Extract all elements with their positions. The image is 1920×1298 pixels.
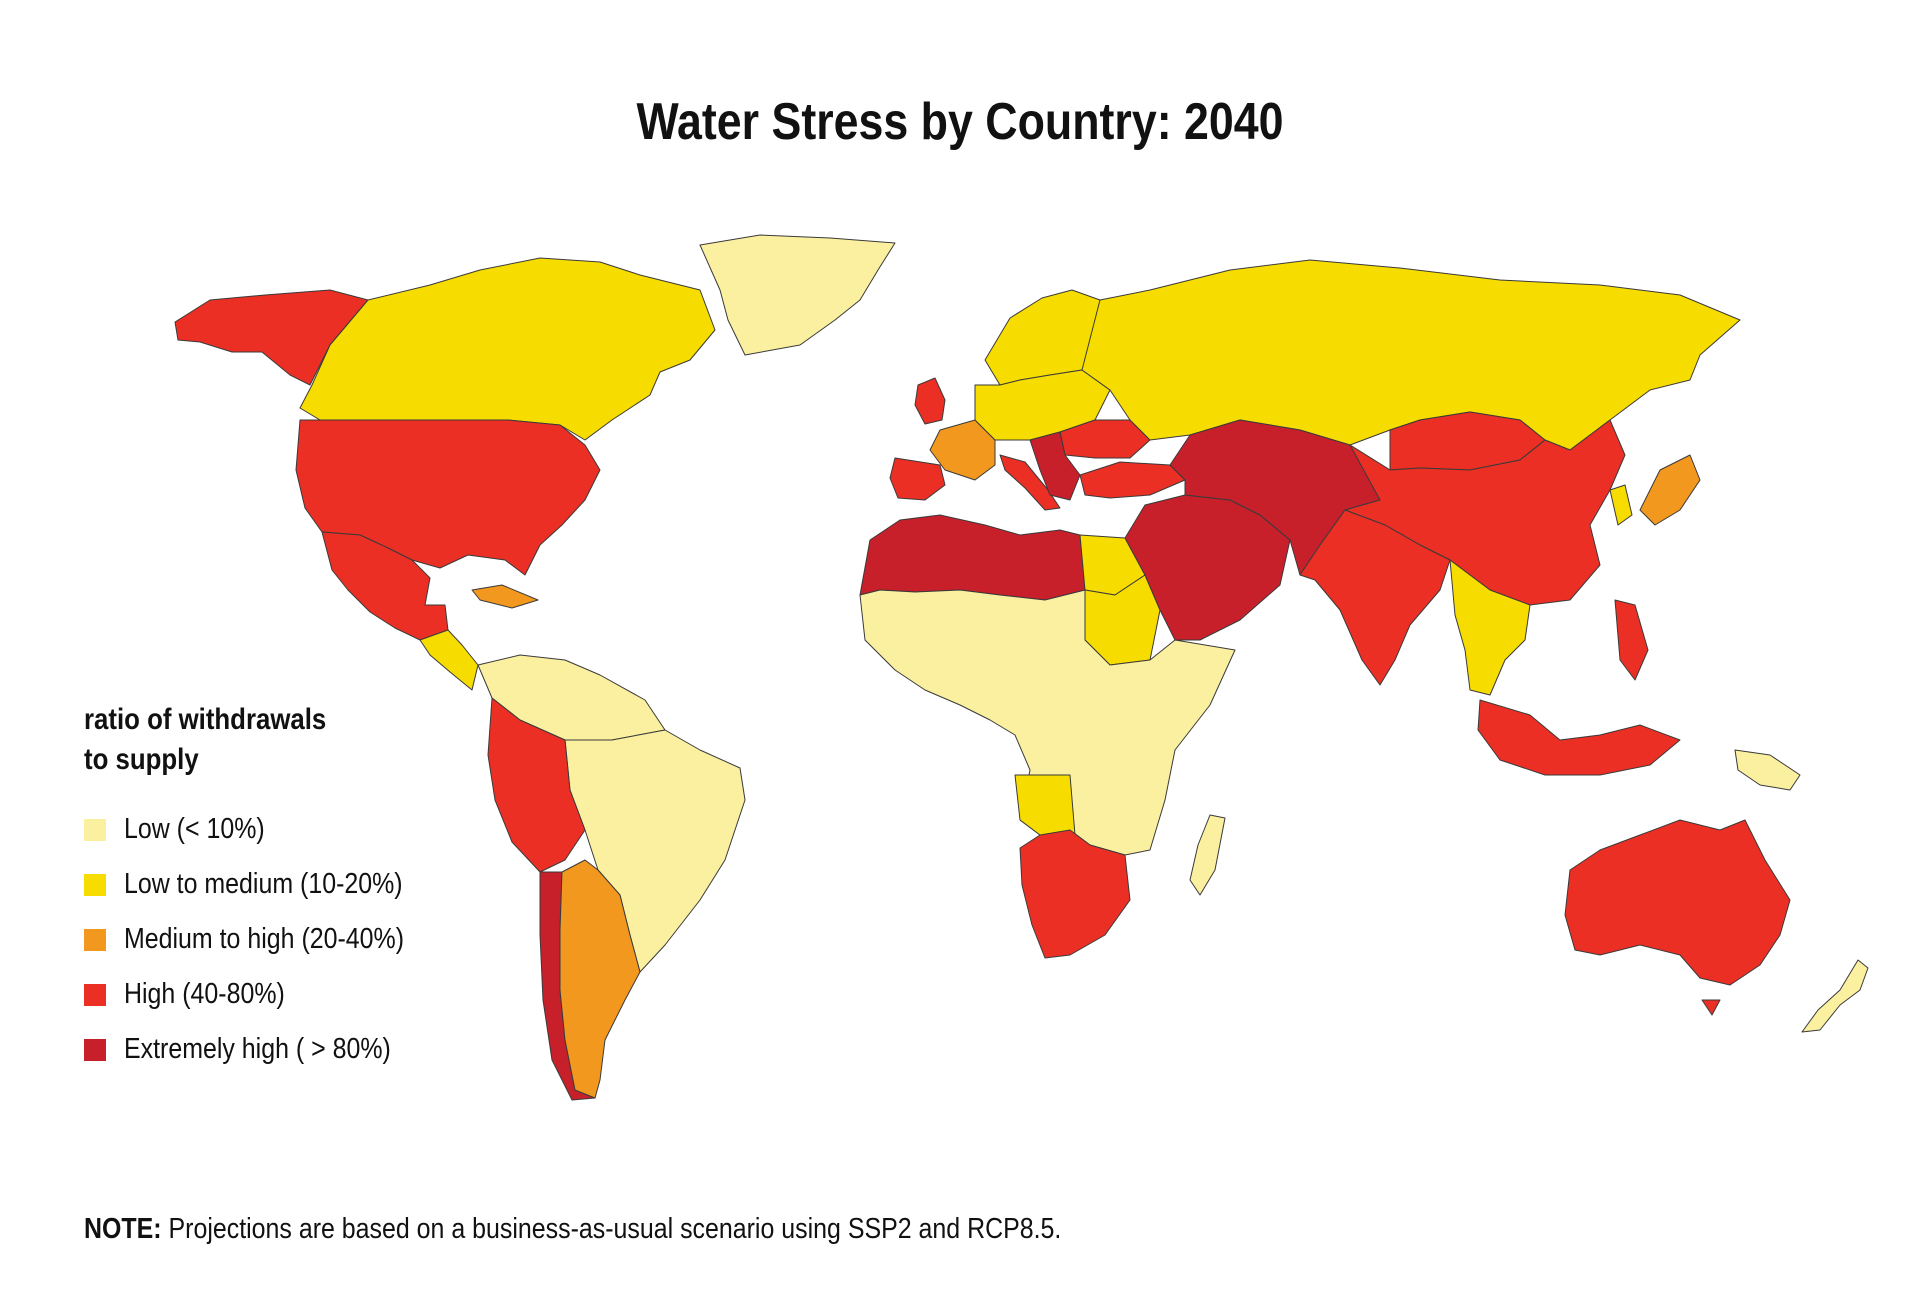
note-prefix: NOTE: <box>84 1213 162 1245</box>
region-brazil <box>564 729 746 973</box>
region-alaska <box>174 289 369 386</box>
legend-title-line2: to supply <box>84 743 199 776</box>
region-mexico <box>321 531 449 641</box>
region-canada <box>299 257 716 441</box>
legend-label: Low to medium (10-20%) <box>124 868 403 900</box>
region-southeast-asia <box>1449 559 1531 696</box>
legend-item-medium-to-high: Medium to high (20-40%) <box>84 912 504 967</box>
region-united-kingdom <box>914 377 946 425</box>
legend-swatch <box>84 983 106 1006</box>
legend-label: Medium to high (20-40%) <box>124 923 405 955</box>
region-iberia <box>889 457 946 501</box>
region-papua-new-guinea <box>1734 749 1801 791</box>
legend-swatch <box>84 928 106 951</box>
region-central-europe <box>974 369 1111 441</box>
region-angola <box>1014 774 1076 836</box>
region-greenland <box>699 234 896 356</box>
region-tasmania <box>1701 999 1721 1016</box>
region-india <box>1299 509 1451 686</box>
region-australia <box>1564 819 1791 986</box>
region-balkans <box>1029 431 1081 501</box>
region-korea <box>1609 484 1633 526</box>
region-central-america <box>419 629 479 691</box>
region-argentina <box>559 859 641 1099</box>
legend-item-low-to-medium: Low to medium (10-20%) <box>84 857 504 912</box>
region-madagascar <box>1189 814 1226 896</box>
footnote: NOTE: Projections are based on a busines… <box>84 1213 1061 1246</box>
legend-label: Extremely high ( > 80%) <box>124 1033 391 1065</box>
legend-swatch <box>84 1038 106 1061</box>
region-turkey <box>1079 461 1186 499</box>
legend-item-extremely-high: Extremely high ( > 80%) <box>84 1022 504 1077</box>
note-text: Projections are based on a business-as-u… <box>161 1213 1062 1245</box>
region-russia <box>1081 259 1741 451</box>
region-new-zealand <box>1801 959 1869 1033</box>
legend-item-high: High (40-80%) <box>84 967 504 1022</box>
legend-swatch <box>84 873 106 896</box>
legend: ratio of withdrawals to supply Low (< 10… <box>84 700 504 1077</box>
region-sub-saharan-africa <box>859 589 1236 856</box>
region-southern-africa <box>1019 829 1131 959</box>
region-indonesia <box>1477 699 1681 776</box>
legend-swatch <box>84 818 106 841</box>
legend-label: High (40-80%) <box>124 978 285 1010</box>
region-italy <box>999 454 1061 511</box>
legend-title-line1: ratio of withdrawals <box>84 703 327 736</box>
legend-item-low: Low (< 10%) <box>84 802 504 857</box>
region-cuba <box>471 584 539 609</box>
legend-label: Low (< 10%) <box>124 813 265 845</box>
region-north-africa <box>859 514 1086 601</box>
region-ukraine <box>1059 419 1151 459</box>
region-peru <box>487 697 586 873</box>
region-philippines <box>1614 599 1649 681</box>
legend-title: ratio of withdrawals to supply <box>84 700 445 780</box>
region-japan <box>1639 454 1701 526</box>
map-title: Water Stress by Country: 2040 <box>636 93 1284 151</box>
